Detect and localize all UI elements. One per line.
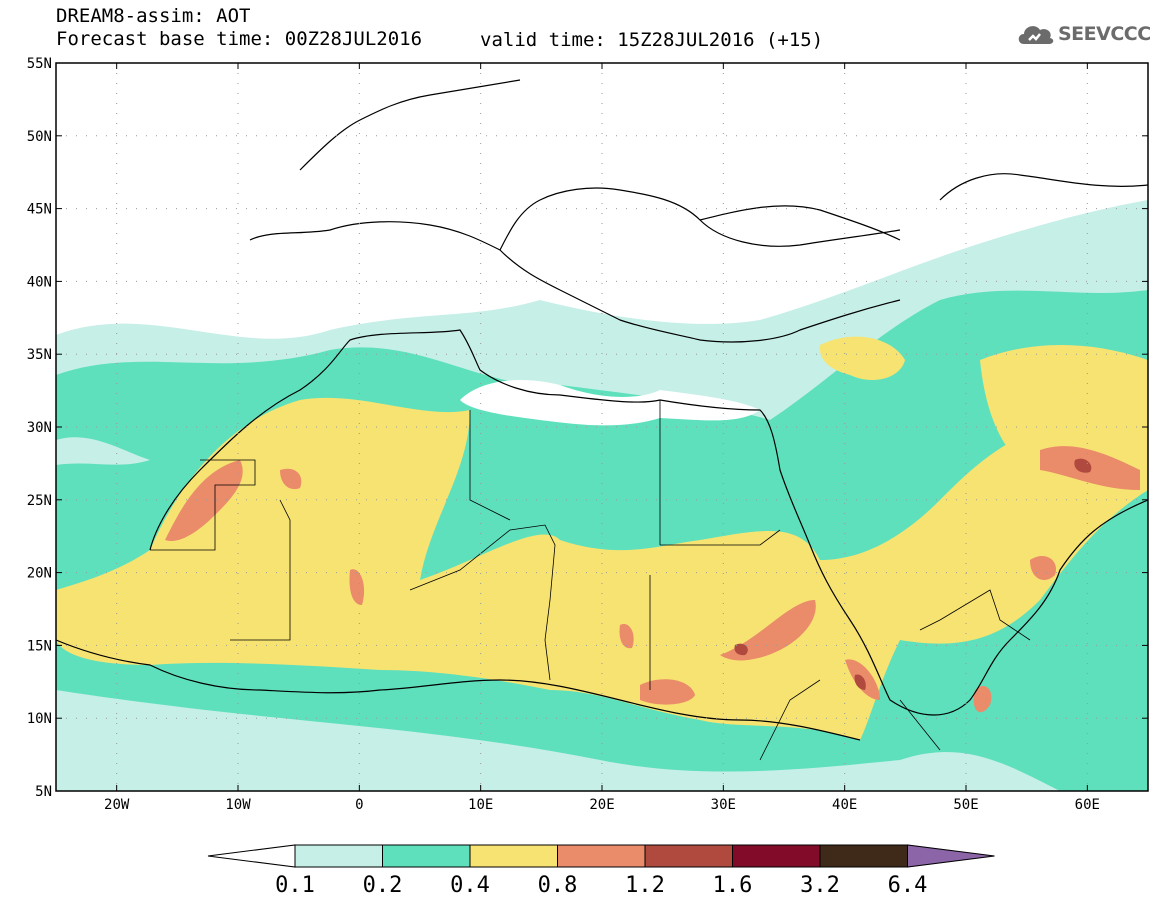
colorbar-min-arrow [207,844,296,868]
y-tick-label: 40N [27,274,52,290]
colorbar-label: 0.1 [275,873,315,898]
x-tick-label: 30E [711,797,736,813]
x-tick-label: 20W [104,797,130,813]
valid-time: valid time: 15Z28JUL2016 (+15) [480,29,824,51]
x-tick-label: 0 [355,797,363,813]
y-tick-label: 50N [27,129,52,145]
x-tick-label: 50E [953,797,978,813]
colorbar-swatch [644,844,733,868]
colorbar-label: 0.8 [538,873,578,898]
y-tick-label: 35N [27,347,52,363]
map-title: DREAM8-assim: AOT [56,5,251,27]
coastlines [56,79,1148,741]
axis-ticks [56,62,1148,792]
y-tick-label: 25N [27,493,52,509]
x-tick-label: 40E [832,797,857,813]
forecast-base-time: Forecast base time: 00Z28JUL2016 [56,28,423,50]
colorbar-label: 3.2 [800,873,840,898]
colorbar-label: 6.4 [888,873,928,898]
colorbar-swatch [294,844,383,868]
y-tick-label: 10N [27,711,52,727]
y-tick-label: 30N [27,420,52,436]
x-tick-label: 60E [1075,797,1100,813]
x-tick-label: 20E [589,797,614,813]
logo-text: SEEVCCC [1058,23,1151,45]
colorbar-label: 1.2 [625,873,665,898]
colorbar-label: 0.2 [363,873,403,898]
x-tick-label: 10W [225,797,251,813]
x-tick-label: 10E [468,797,493,813]
cloud-icon [1018,26,1054,44]
y-tick-label: 55N [27,56,52,72]
colorbar-label: 1.6 [713,873,753,898]
axis-labels: 20W 10W 0 10E 20E 30E 40E 50E 60E 55N 50N 45N 40N 35N… [27,56,1100,813]
graticule [56,63,1148,791]
y-tick-label: 45N [27,202,52,218]
colorbar-swatch [469,844,558,868]
colorbar-max-arrow [907,844,995,868]
y-tick-label: 5N [35,784,52,800]
y-tick-label: 15N [27,638,52,654]
colorbar-swatch [557,844,646,868]
y-tick-label: 20N [27,566,52,582]
colorbar-swatch [732,844,821,868]
seevccc-logo: SEEVCCC [1016,20,1151,48]
colorbar-swatch [819,844,908,868]
colorbar-swatch [382,844,471,868]
country-borders [150,400,1031,761]
colorbar-label: 0.4 [450,873,490,898]
